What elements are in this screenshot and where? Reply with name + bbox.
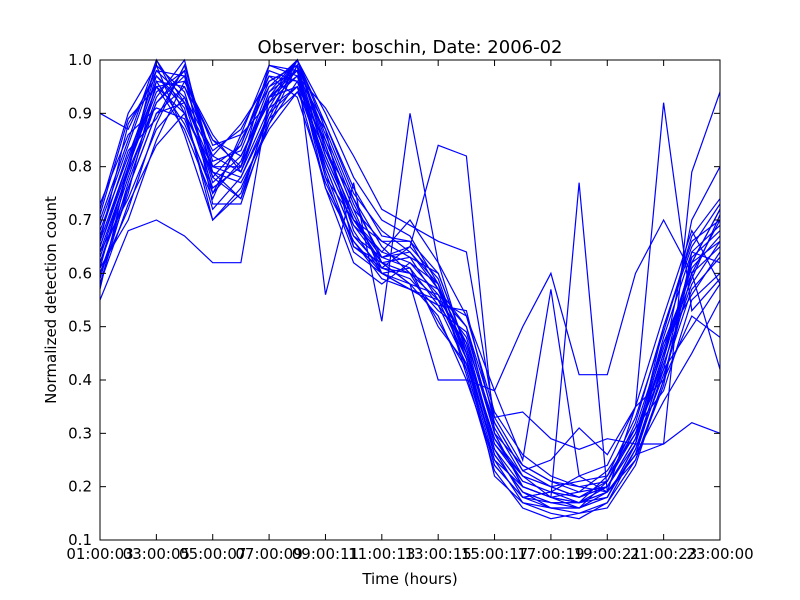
series-line-25 [99,63,721,493]
y-tick-label: 0.6 [68,264,92,282]
x-tick-label: 17:00:19 [517,545,584,563]
x-tick-label: 23:00:00 [686,545,753,563]
y-tick-label: 0.4 [68,371,92,389]
series-line-21 [99,69,721,504]
series-line-13 [99,58,721,504]
series-line-23 [99,90,721,392]
series-line-8 [99,69,721,493]
x-tick-label: 19:00:21 [574,545,641,563]
y-tick-label: 0.3 [68,424,92,442]
x-tick-label: 11:00:13 [348,545,415,563]
y-tick-label: 1.0 [68,51,92,69]
series-line-12 [99,69,721,498]
x-tick-label: 01:00:03 [66,545,133,563]
x-tick-label: 07:00:09 [235,545,302,563]
series-lines [99,58,721,520]
x-tick-label: 15:00:17 [461,545,528,563]
y-tick-label: 0.9 [68,104,92,122]
series-line-22 [99,75,721,450]
y-tick-label: 0.1 [68,531,92,549]
x-axis-label: Time (hours) [361,570,457,588]
y-tick-label: 0.5 [68,318,92,336]
y-tick-label: 0.8 [68,158,92,176]
series-line-24 [99,69,721,472]
x-tick-label: 13:00:15 [404,545,471,563]
chart-title: Observer: boschin, Date: 2006-02 [257,37,562,58]
axis-ticks: 01:00:0303:00:0505:00:0707:00:0909:00:11… [66,51,753,563]
y-tick-label: 0.7 [68,211,92,229]
series-line-1 [99,69,721,504]
series-line-2 [99,58,721,493]
x-tick-label: 21:00:23 [630,545,697,563]
plot-frame [99,59,721,541]
x-tick-label: 03:00:05 [123,545,190,563]
y-tick-label: 0.2 [68,478,92,496]
x-tick-label: 05:00:07 [179,545,246,563]
y-axis-label: Normalized detection count [42,196,60,404]
series-line-26 [99,69,721,499]
x-tick-label: 09:00:11 [292,545,359,563]
